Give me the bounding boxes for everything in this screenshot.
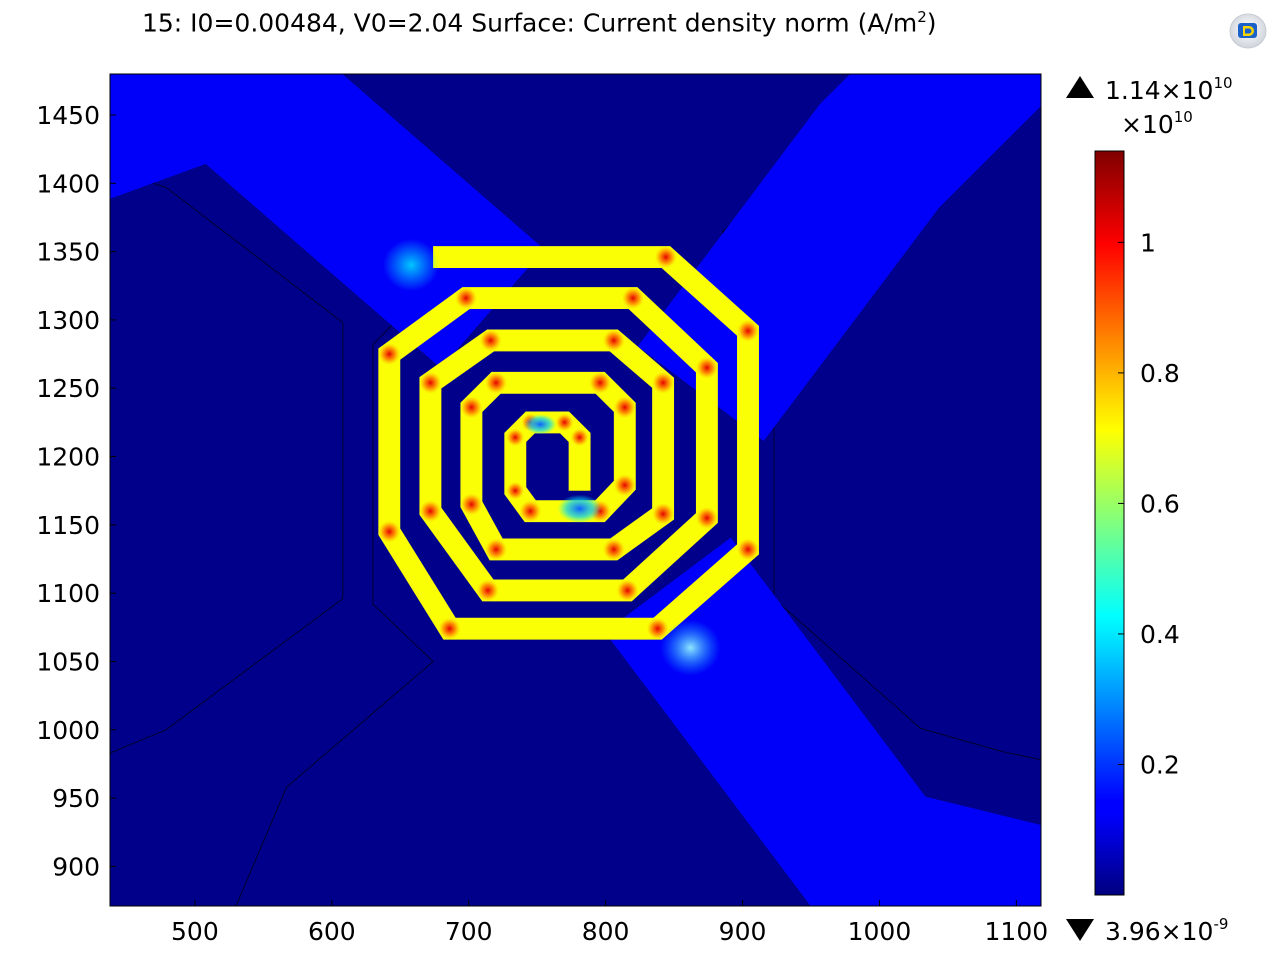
colorbar-scale-factor: ×1010 [1121,108,1193,139]
y-tick-label: 1300 [36,306,100,335]
y-tick-label: 1050 [36,647,100,676]
title-suffix: ) [926,8,937,38]
hot-spot [438,617,461,640]
hot-spot [479,329,502,352]
y-tick-label: 1400 [36,169,100,198]
x-tick-label: 900 [719,917,767,946]
hot-spot [419,500,442,523]
hot-spot [695,507,718,530]
hot-spot [485,371,508,394]
title-prefix: 15: I0=0.00484, V0=2.04 Surface: Current… [142,8,918,38]
x-tick-label: 700 [445,917,493,946]
colorbar-max-label: 1.14×1010 [1105,74,1233,105]
title-unit-superscript: 2 [917,8,927,26]
hot-spot [485,538,508,561]
mesh-domain-outline [773,322,1041,761]
hot-spot [378,343,401,366]
plot-title: 15: I0=0.00484, V0=2.04 Surface: Current… [142,8,937,37]
hot-spot [460,493,483,516]
hot-spot [602,538,625,561]
hot-spot [616,579,639,602]
y-tick-label: 900 [52,852,100,881]
colorbar-tick-label: 0.4 [1140,620,1180,649]
hot-spot [652,502,675,525]
hot-spot [737,319,760,342]
cool-spot [524,414,557,435]
y-tick-label: 1450 [36,101,100,130]
colorbar-tick-label: 0.8 [1140,359,1180,388]
junction-glow [383,239,440,292]
hot-spot [454,287,477,310]
lead-wire [637,74,1041,442]
hot-spot [378,520,401,543]
triangle-up-icon [1066,76,1094,98]
lead-wire [604,537,1041,906]
hot-spot [589,371,612,394]
hot-spot [602,329,625,352]
hot-spot [737,538,760,561]
x-tick-label: 1000 [848,917,912,946]
lead-wire [110,74,545,369]
x-tick-label: 1100 [985,917,1049,946]
triangle-down-icon [1066,919,1094,941]
y-tick-label: 1350 [36,238,100,267]
y-axis: 900 950 1000 1050 1100 1150 1200 1250 1300 1350 14… [36,101,116,881]
x-tick-label: 500 [171,917,219,946]
y-tick-label: 950 [52,784,100,813]
hot-spot [419,371,442,394]
comsol-logo-icon [1229,13,1267,49]
colorbar-tick-label: 0.2 [1140,750,1180,779]
hot-spot [654,246,677,269]
y-tick-label: 1000 [36,716,100,745]
y-tick-label: 1150 [36,511,100,540]
hot-spot [506,428,525,447]
y-tick-label: 1200 [36,443,100,472]
colorbar [1094,150,1125,896]
hot-spot [646,617,669,640]
hot-spot [460,396,483,419]
colorbar-ticks: 0.2 0.4 0.6 0.8 1 [1118,228,1180,779]
colorbar-min-label: 3.96×10-9 [1105,915,1228,946]
x-tick-label: 600 [308,917,356,946]
x-tick-label: 800 [582,917,630,946]
hot-spot [570,428,589,447]
hot-spot [622,287,645,310]
junction-glow [660,619,721,676]
y-tick-label: 1250 [36,374,100,403]
colorbar-tick-label: 1 [1140,228,1156,257]
hot-spot [519,500,542,523]
y-tick-label: 1100 [36,579,100,608]
x-axis: 500 600 700 800 900 1000 1100 [171,900,1048,946]
plot-area [110,74,1041,906]
colorbar-tick-label: 0.6 [1140,489,1180,518]
hot-spot [506,481,525,500]
hot-spot [555,413,574,432]
hot-spot [613,474,636,497]
hot-spot [476,579,499,602]
plot-frame [109,73,1042,907]
hot-spot [695,356,718,379]
hot-spot [613,396,636,419]
hot-spot [652,371,675,394]
cool-spot [557,494,602,523]
mesh-domain-outline [110,169,344,754]
